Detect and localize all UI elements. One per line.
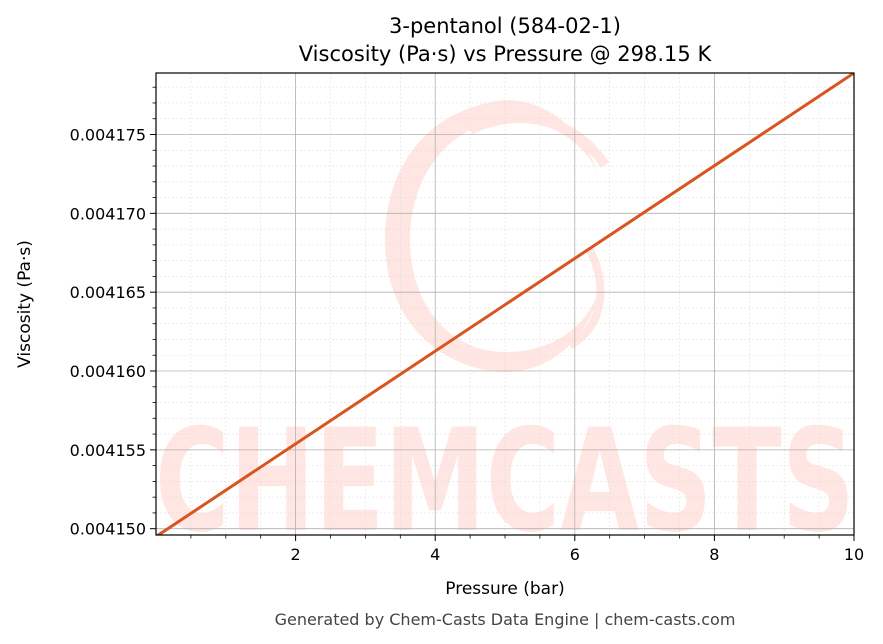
y-tick-label: 0.004150 xyxy=(70,520,146,539)
major-grid xyxy=(156,73,854,535)
x-tick-label: 6 xyxy=(570,545,580,564)
y-tick-label: 0.004170 xyxy=(70,204,146,223)
y-axis-label: Viscosity (Pa·s) xyxy=(15,240,35,368)
viscosity-line xyxy=(156,73,854,535)
x-axis-label: Pressure (bar) xyxy=(445,579,564,599)
x-tick-label: 2 xyxy=(291,545,301,564)
minor-grid xyxy=(156,73,854,535)
y-tick-label: 0.004165 xyxy=(70,283,146,302)
watermark-swirl-icon xyxy=(385,100,610,372)
x-tick-label: 10 xyxy=(844,545,864,564)
y-tick-label: 0.004175 xyxy=(70,125,146,144)
footer-credit: Generated by Chem-Casts Data Engine | ch… xyxy=(275,610,736,629)
series-layer xyxy=(156,73,854,535)
chart-title: 3-pentanol (584-02-1) xyxy=(389,14,621,38)
x-axis-ticks xyxy=(190,535,855,541)
x-tick-label: 4 xyxy=(430,545,440,564)
chart-subtitle: Viscosity (Pa·s) vs Pressure @ 298.15 K xyxy=(299,42,713,66)
x-axis-tick-labels: 2 4 6 8 10 xyxy=(291,545,865,564)
y-tick-label: 0.004160 xyxy=(70,362,146,381)
y-axis-tick-labels: 0.004150 0.004155 0.004160 0.004165 0.004170… xyxy=(70,125,146,538)
y-axis-ticks xyxy=(150,86,156,530)
y-tick-label: 0.004155 xyxy=(70,441,146,460)
x-tick-label: 8 xyxy=(709,545,719,564)
